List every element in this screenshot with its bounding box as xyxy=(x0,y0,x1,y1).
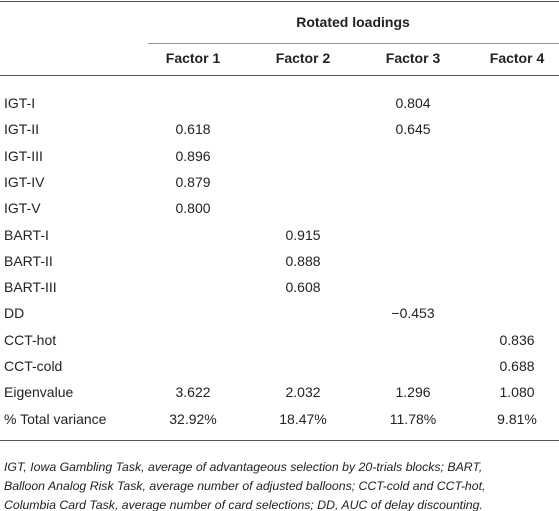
cell: 0.888 xyxy=(285,252,321,269)
cell: 18.47% xyxy=(279,410,327,427)
column-header: Factor 1 xyxy=(165,50,221,66)
cell: 32.92% xyxy=(169,410,217,427)
row-label: CCT-hot xyxy=(4,331,57,348)
row-label: BART-II xyxy=(4,252,53,269)
cell: 0.896 xyxy=(175,147,211,164)
header-rule xyxy=(0,75,559,76)
row-label: IGT-II xyxy=(4,121,39,138)
cell: −0.453 xyxy=(391,305,435,322)
cell: 1.296 xyxy=(395,384,431,401)
row-label: CCT-cold xyxy=(4,358,63,374)
cell: 0.879 xyxy=(175,173,211,190)
row-label: IGT-V xyxy=(4,200,41,217)
footnote-line: Balloon Analog Risk Task, average number… xyxy=(4,479,486,493)
group-rule xyxy=(148,43,559,44)
footnote-line: IGT, Iowa Gambling Task, average of adva… xyxy=(4,460,483,474)
row-label: BART-III xyxy=(4,279,57,296)
footnote-line: Columbia Card Task, average number of ca… xyxy=(4,498,483,511)
group-header: Rotated loadings xyxy=(296,14,410,30)
column-header: Factor 2 xyxy=(275,50,331,66)
cell: 3.622 xyxy=(175,384,211,401)
row-label: IGT-III xyxy=(4,147,43,164)
row-label: BART-I xyxy=(4,226,49,243)
row-label: DD xyxy=(4,305,25,322)
cell: 9.81% xyxy=(497,410,537,427)
cell: 1.080 xyxy=(499,384,535,401)
top-rule xyxy=(0,1,559,2)
cell: 0.836 xyxy=(499,331,535,348)
cell: 0.800 xyxy=(175,200,211,217)
row-label: Eigenvalue xyxy=(4,384,74,401)
cell: 0.804 xyxy=(395,95,431,111)
row-label: % Total variance xyxy=(4,410,107,427)
cell: 0.688 xyxy=(499,358,535,374)
cell: 11.78% xyxy=(389,410,437,427)
cell: 0.915 xyxy=(285,226,321,243)
column-header: Factor 4 xyxy=(489,50,545,66)
row-label: IGT-IV xyxy=(4,173,45,190)
row-label: IGT-I xyxy=(4,95,36,111)
bottom-rule xyxy=(0,440,559,441)
cell: 0.618 xyxy=(175,121,211,138)
cell: 2.032 xyxy=(285,384,321,401)
column-header: Factor 3 xyxy=(385,50,441,66)
cell: 0.645 xyxy=(395,121,431,138)
cell: 0.608 xyxy=(285,279,321,296)
